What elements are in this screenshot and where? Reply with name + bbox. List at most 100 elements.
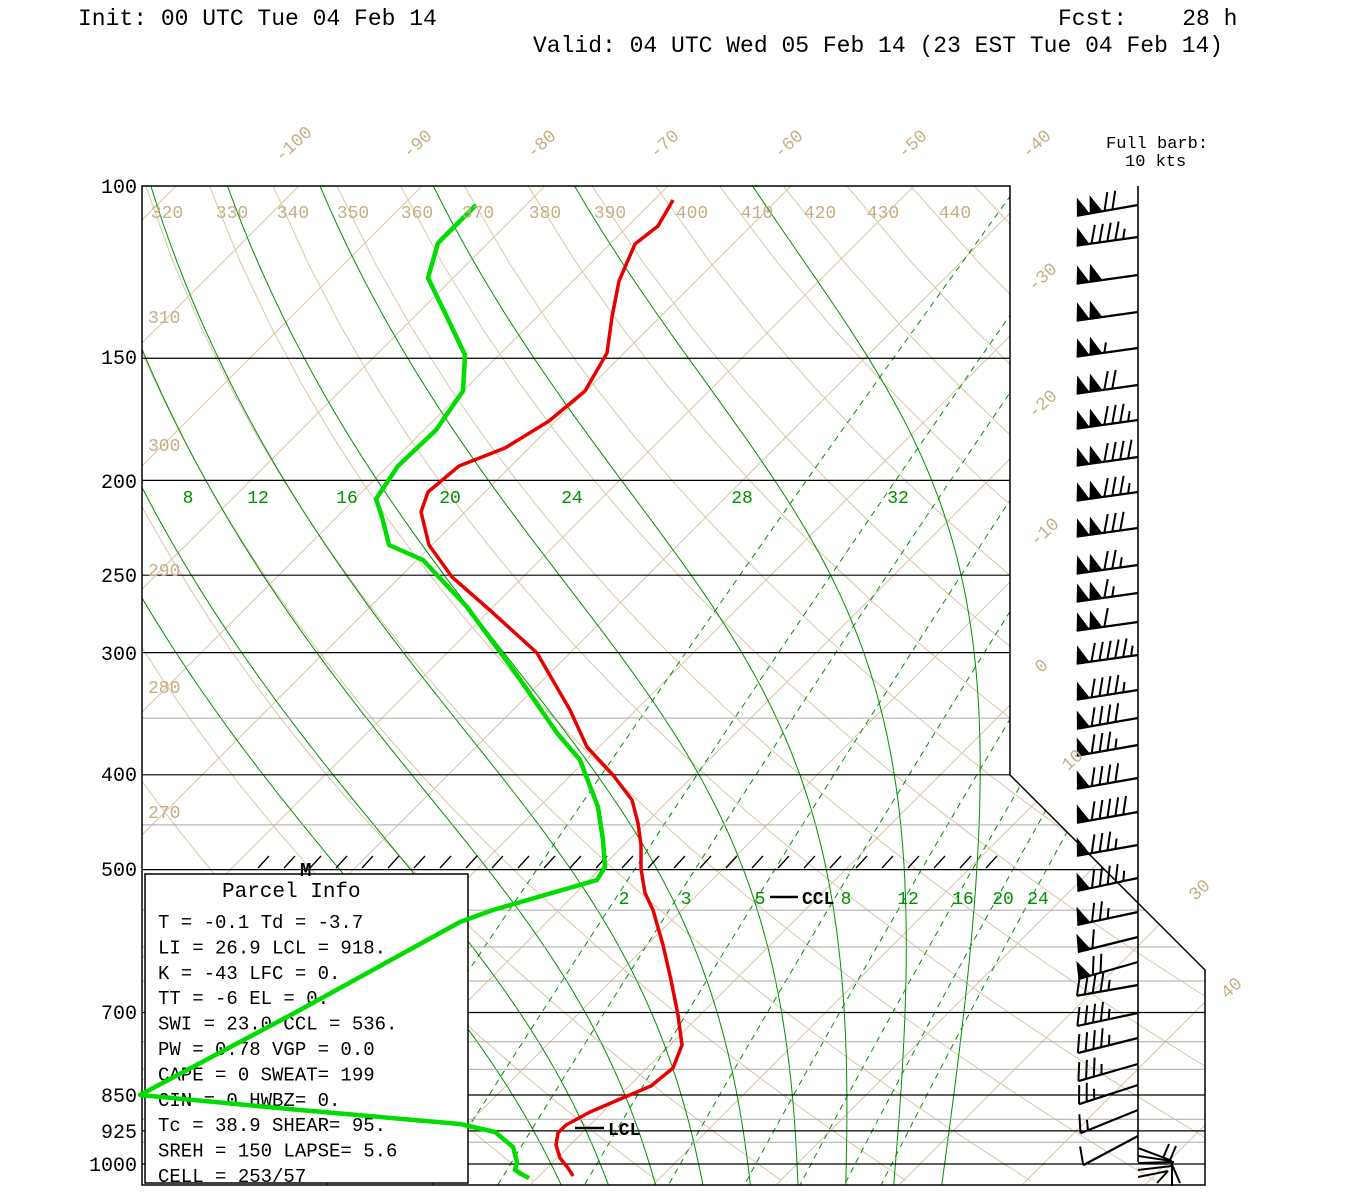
dry-adiabat-label: 330 [216,204,248,224]
wind-barb [1078,1108,1139,1135]
wind-barb [1076,831,1139,857]
wind-barb [1076,674,1139,701]
mixing-ratio-label: 20 [992,890,1014,910]
barb-legend-title: Full barb: [1106,135,1209,154]
dry-adiabat-label: 280 [148,679,180,699]
wind-barb [1076,703,1139,730]
isotherm-label: -80 [524,127,561,164]
dry-adiabat-label: 340 [277,204,309,224]
parcel-info-row: SREH = 150 LAPSE= 5.6 [158,1141,397,1163]
pressure-label: 100 [101,177,137,200]
surface-wind-fan [1137,1143,1181,1186]
wind-barb [1076,263,1139,285]
wind-barb [1076,439,1139,467]
parcel-info-row: CELL = 253/57 [158,1166,306,1188]
mixing-ratio-label: 2 [619,890,630,910]
dry-adiabat-label: 300 [148,437,180,457]
pressure-label: 200 [101,472,137,495]
pressure-label: 250 [101,566,137,589]
wind-barb [1076,607,1139,632]
wind-barb-column [1075,186,1181,1186]
wind-barb [1076,638,1139,665]
dry-adiabat-label: 430 [867,204,899,224]
isotherm-label: -100 [272,123,318,167]
wind-barb [1076,578,1139,603]
parcel-info-title: Parcel Info [222,881,361,904]
wind-barb [1076,300,1139,322]
dry-adiabat-label: 350 [337,204,369,224]
isotherm-label: -20 [1025,387,1062,424]
dry-adiabat-label: 290 [148,562,180,582]
isotherm-label: -40 [1019,127,1056,164]
moist-adiabat-label: 12 [247,489,269,509]
wind-barb [1078,1082,1139,1106]
dewpoint-curve [137,203,608,1181]
dry-adiabat-label: 420 [804,204,836,224]
wind-barb [1076,1028,1139,1055]
pressure-label: 925 [101,1122,137,1145]
moist-adiabat-label: 24 [561,489,583,509]
isotherm-label: -30 [1025,260,1062,297]
wind-barb [1076,795,1139,824]
parcel-info-row: CAPE = 0 SWEAT= 199 [158,1064,375,1086]
dry-adiabat-label: 370 [462,204,494,224]
moist-adiabat-label: 32 [887,489,909,509]
dry-adiabat-label: 400 [676,204,708,224]
wind-barb [1076,403,1139,430]
parcel-info-row: SWI = 23.0 CCL = 536. [158,1014,397,1036]
wind-barb [1076,369,1139,395]
parcel-info-row: TT = -6 EL = 0. [158,988,329,1010]
wind-barb [1076,763,1139,790]
pressure-label: 150 [101,348,137,371]
pressure-label: 850 [101,1086,137,1109]
moist-adiabat-label: 28 [731,489,753,509]
moist-adiabat-label: 8 [183,489,194,509]
mixing-ratio-lines [326,186,1205,1185]
mixing-ratio-label: 16 [952,890,974,910]
mixing-ratio-label: 5 [755,890,766,910]
pressure-label: 1000 [89,1155,137,1178]
wind-barb [1076,929,1139,954]
m-marker: M [300,860,311,882]
wind-barb [1076,901,1139,926]
pressure-label: 400 [101,765,137,788]
lcl-marker: LCL [608,1121,640,1141]
hatch-ticks-500 [257,855,998,869]
dry-adiabat-label: 310 [148,309,180,329]
barb-legend-value: 10 kts [1125,153,1187,172]
wind-barb [1077,1057,1139,1083]
isotherm-label: -90 [400,127,437,164]
mixing-ratio-label: 3 [681,890,692,910]
parcel-info-row: T = -0.1 Td = -3.7 [158,912,363,934]
mixing-ratio-label: 24 [1027,890,1049,910]
wind-barb [1076,1001,1139,1027]
pressure-label: 300 [101,644,137,667]
isotherm-label: -70 [647,127,684,164]
wind-barb [1076,221,1139,247]
parcel-info-box: Parcel Info T = -0.1 Td = -3.7 LI = 26.9 L… [144,873,469,1188]
plot-boundary [141,185,1206,1186]
dry-adiabat-label: 440 [939,204,971,224]
mixing-ratio-label: 8 [841,890,852,910]
dry-adiabat-label: 410 [741,204,773,224]
init-time-label: Init: 00 UTC Tue 04 Feb 14 [78,6,437,32]
wind-barb [1075,972,1139,997]
isotherm-label: -10 [1027,515,1064,552]
level-markers: M CCL LCL [300,860,834,1141]
isotherm-label: 0 [1032,656,1053,678]
isotherm-label: 30 [1186,876,1215,905]
isotherm-label: 40 [1218,974,1247,1003]
temperature-curve [419,199,684,1177]
dry-adiabat-label: 380 [529,204,561,224]
dry-adiabat-label: 320 [151,204,183,224]
wind-barb [1079,1135,1139,1167]
wind-barb [1076,549,1139,575]
ccl-marker: CCL [802,890,834,910]
pressure-label: 500 [101,860,137,883]
isotherm-label: -60 [771,127,808,164]
parcel-info-row: PW = 0.78 VGP = 0.0 [158,1039,375,1061]
